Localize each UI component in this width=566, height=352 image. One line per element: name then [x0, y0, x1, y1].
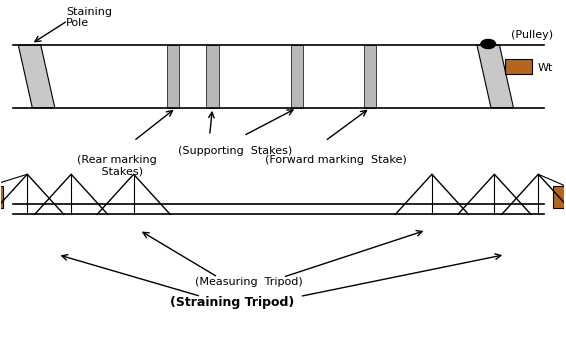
Text: Staining
Pole: Staining Pole	[66, 7, 112, 28]
Bar	[291, 45, 303, 108]
Text: (Forward marking  Stake): (Forward marking Stake)	[265, 155, 407, 165]
Text: (Rear marking
   Stakes): (Rear marking Stakes)	[77, 155, 157, 177]
Bar	[364, 45, 376, 108]
Bar	[167, 45, 179, 108]
Bar	[0, 186, 2, 208]
Bar	[206, 45, 218, 108]
Circle shape	[481, 39, 495, 49]
Text: (Supporting  Stakes): (Supporting Stakes)	[178, 146, 292, 156]
Bar	[553, 186, 566, 208]
Text: (Measuring  Tripod): (Measuring Tripod)	[195, 277, 303, 287]
Text: (Straining Tripod): (Straining Tripod)	[170, 296, 294, 309]
Polygon shape	[18, 45, 55, 108]
Text: Wt: Wt	[538, 63, 553, 73]
Polygon shape	[477, 45, 513, 108]
Text: (Pulley): (Pulley)	[511, 30, 553, 39]
Bar	[505, 59, 532, 74]
